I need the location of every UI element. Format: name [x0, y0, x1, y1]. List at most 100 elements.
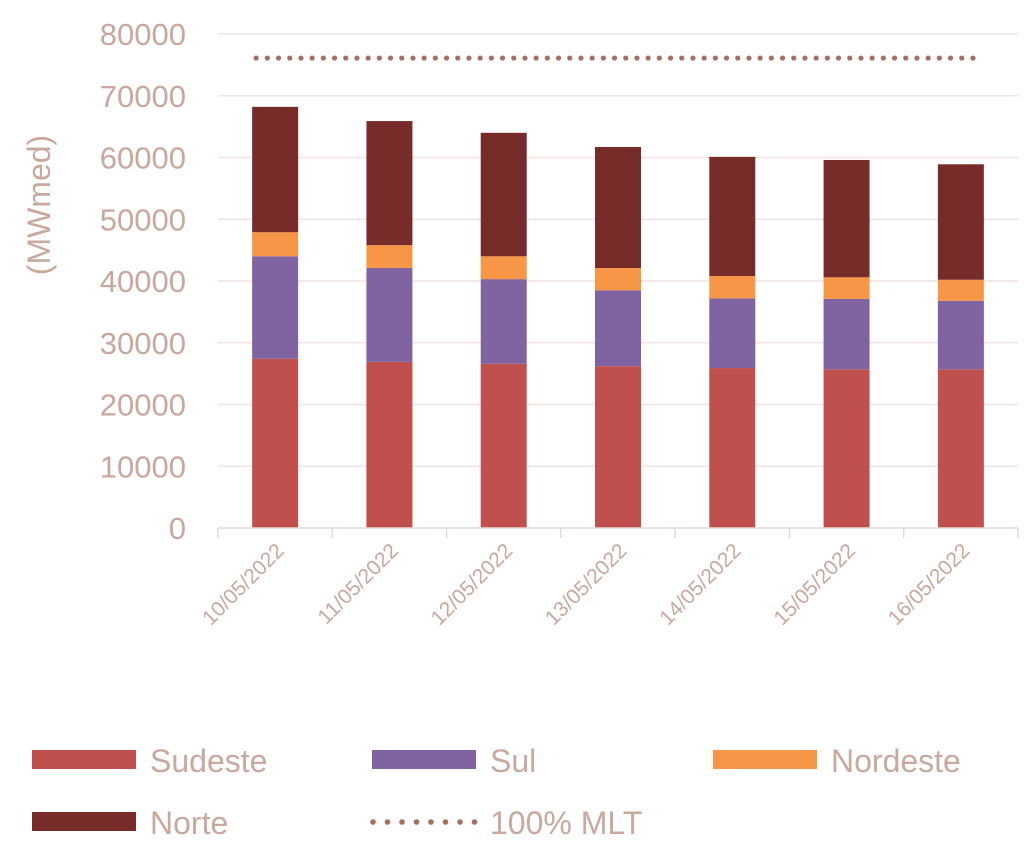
mlt-dot: [320, 55, 326, 61]
bar-norte-14/05/2022: [709, 156, 756, 277]
mlt-dot: [376, 55, 382, 61]
mlt-dot: [253, 55, 259, 61]
x-axis: 10/05/2022 11/05/2022 12/05/2022 13/05/2022…: [198, 527, 1019, 630]
legend-mlt-dot: [428, 819, 434, 825]
mlt-dot: [331, 55, 338, 61]
mlt-dot: [667, 55, 674, 61]
bar-sul-12/05/2022: [480, 279, 527, 364]
mlt-dot: [959, 55, 965, 61]
mlt-dot: [477, 55, 483, 61]
bar-norte-13/05/2022: [595, 147, 641, 269]
mlt-dot: [757, 55, 763, 61]
mlt-dot: [847, 55, 853, 61]
mlt-dot: [365, 55, 371, 61]
y-tick-label: 50000: [100, 202, 186, 237]
mlt-dot: [443, 55, 450, 61]
mlt-dot: [813, 55, 819, 61]
mlt-dot: [544, 55, 550, 61]
mlt-dot: [499, 55, 506, 61]
bars: [252, 106, 984, 528]
bar-sul-10/05/2022: [252, 256, 299, 359]
mlt-dot: [858, 55, 864, 61]
mlt-dot: [936, 55, 942, 61]
bar-norte-11/05/2022: [366, 121, 413, 246]
mlt-dot: [768, 55, 774, 61]
y-tick-label: 10000: [100, 449, 186, 484]
mlt-dot: [488, 55, 494, 61]
mlt-dot: [410, 55, 416, 61]
x-tick-label: 10/05/2022: [198, 539, 289, 630]
mlt-dot: [914, 55, 920, 61]
legend-label-norte: Norte: [150, 805, 228, 841]
mlt-dot: [690, 55, 696, 61]
mlt-dot: [600, 55, 606, 61]
mlt-dot: [264, 55, 270, 61]
mlt-dot: [880, 55, 886, 61]
legend-swatch-nordeste: [713, 750, 817, 769]
mlt-dot: [735, 55, 741, 61]
bar-nordeste-14/05/2022: [709, 276, 756, 299]
mlt-dot: [399, 55, 405, 61]
y-tick-label: 40000: [100, 264, 186, 299]
legend-swatch-norte: [32, 812, 136, 831]
legend-mlt-dot: [384, 819, 391, 825]
legend-mlt-dot: [399, 819, 405, 825]
bar-norte-15/05/2022: [823, 159, 870, 278]
legend-label-sudeste: Sudeste: [150, 743, 267, 779]
mlt-dot: [287, 55, 293, 61]
legend-mlt-dot: [471, 819, 478, 825]
bar-nordeste-11/05/2022: [366, 245, 413, 269]
legend-label-nordeste: Nordeste: [831, 743, 961, 779]
mlt-dot: [511, 55, 517, 61]
legend-label-sul: Sul: [490, 743, 536, 779]
bar-sudeste-10/05/2022: [252, 358, 299, 528]
legend: Sudeste Sul Nordeste Norte 100% MLT: [32, 743, 961, 841]
mlt-dot: [275, 55, 282, 61]
mlt-dot: [298, 55, 304, 61]
bar-sudeste-12/05/2022: [480, 363, 527, 528]
mlt-dot: [309, 55, 315, 61]
x-tick-label: 15/05/2022: [770, 539, 861, 630]
y-tick-label: 20000: [100, 388, 186, 423]
y-tick-label: 0: [169, 511, 186, 546]
mlt-dot: [746, 55, 752, 61]
bar-sudeste-16/05/2022: [937, 369, 984, 528]
bar-nordeste-12/05/2022: [480, 256, 527, 280]
mlt-dot: [354, 55, 360, 61]
bar-sul-11/05/2022: [366, 268, 413, 362]
legend-mlt-dot: [413, 819, 420, 825]
mlt-dot: [701, 55, 707, 61]
y-tick-label: 60000: [100, 141, 186, 176]
bar-norte-16/05/2022: [937, 164, 984, 280]
bar-sudeste-14/05/2022: [709, 368, 756, 528]
x-tick-label: 13/05/2022: [541, 539, 632, 630]
mlt-dot: [466, 55, 472, 61]
bar-sul-14/05/2022: [709, 298, 756, 369]
mlt-dot: [455, 55, 461, 61]
bar-sudeste-15/05/2022: [823, 369, 870, 528]
mlt-dot: [656, 55, 662, 61]
legend-mlt-dot: [442, 819, 449, 825]
mlt-dot: [679, 55, 685, 61]
mlt-dot: [903, 55, 909, 61]
x-tick-label: 12/05/2022: [427, 539, 518, 630]
mlt-reference-line: [253, 55, 976, 61]
bar-nordeste-16/05/2022: [937, 279, 984, 301]
bar-sul-16/05/2022: [937, 300, 984, 370]
mlt-dot: [947, 55, 954, 61]
bar-nordeste-13/05/2022: [595, 268, 641, 291]
y-tick-label: 30000: [100, 326, 186, 361]
mlt-dot: [791, 55, 797, 61]
mlt-dot: [522, 55, 528, 61]
mlt-dot: [970, 55, 976, 61]
bar-norte-10/05/2022: [252, 106, 299, 233]
bar-norte-12/05/2022: [480, 132, 527, 257]
mlt-dot: [589, 55, 595, 61]
bar-nordeste-10/05/2022: [252, 232, 299, 257]
y-axis-ticks: 0 10000 20000 30000 40000 50000 60000 70000 8000…: [100, 17, 186, 546]
mlt-dot: [387, 55, 394, 61]
mlt-dot: [421, 55, 427, 61]
mlt-dot: [824, 55, 830, 61]
bar-sudeste-13/05/2022: [595, 366, 641, 528]
